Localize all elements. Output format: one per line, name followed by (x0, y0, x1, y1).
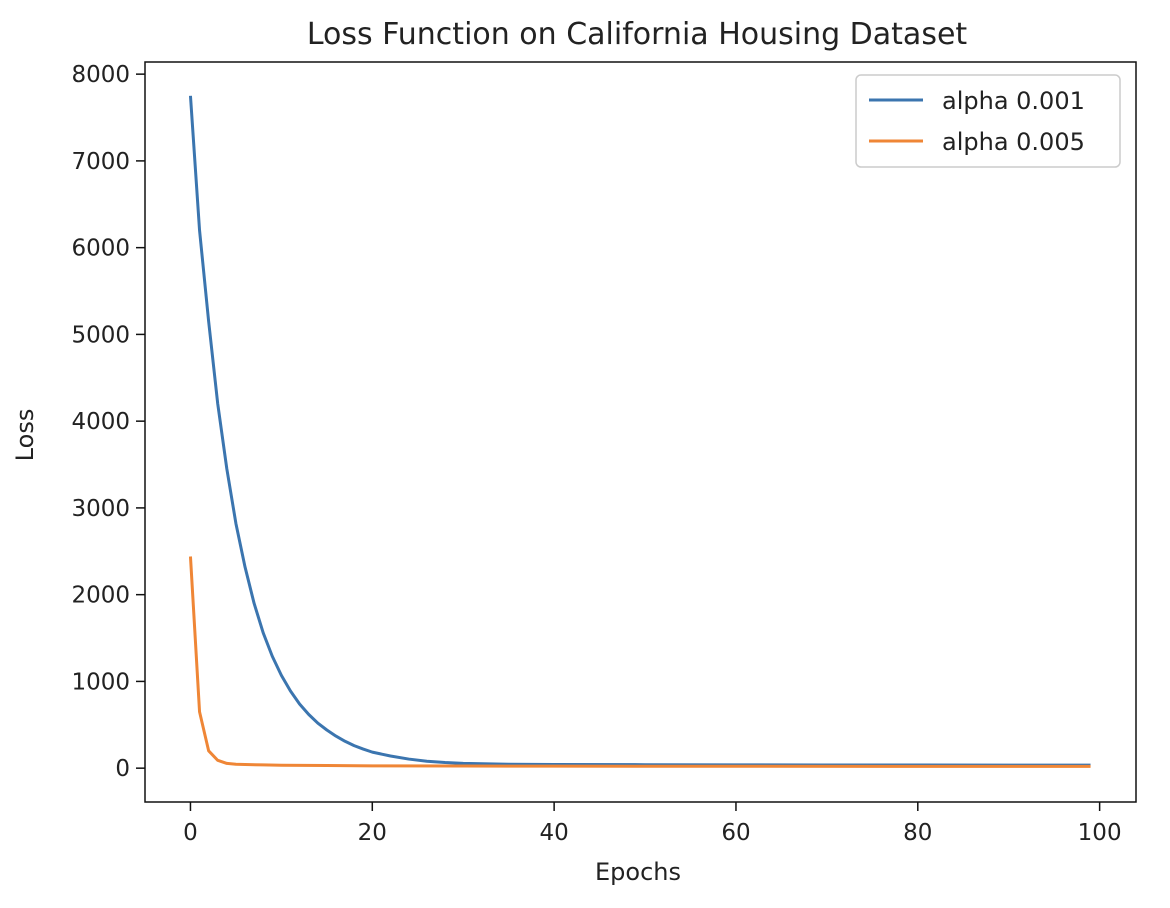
y-tick-label: 8000 (71, 62, 130, 88)
series-line-2 (188, 556, 1091, 768)
y-tick-label: 5000 (71, 322, 130, 348)
legend-label-1: alpha 0.001 (942, 87, 1085, 115)
legend-label-2: alpha 0.005 (942, 128, 1085, 156)
y-tick-label: 2000 (71, 583, 130, 609)
y-tick-label: 1000 (71, 669, 130, 695)
x-axis-label: Epochs (595, 858, 681, 886)
legend-frame (855, 74, 1121, 168)
chart-title: Loss Function on California Housing Data… (307, 17, 968, 52)
x-tick-label: 100 (1078, 820, 1122, 846)
x-tick-label: 20 (358, 820, 387, 846)
x-tick-label: 40 (539, 820, 568, 846)
plot-layer (188, 95, 1091, 768)
axes-layer: 0 20 40 60 80 1000100020003000400050006000700… (71, 61, 1137, 846)
plot-frame (144, 61, 1137, 803)
x-tick-label: 80 (903, 820, 932, 846)
legend: alpha 0.001 alpha 0.005 (855, 74, 1121, 168)
y-tick-label: 4000 (71, 409, 130, 435)
x-tick-label: 60 (721, 820, 750, 846)
series-group (188, 95, 1091, 768)
y-axis-label: Loss (11, 409, 39, 462)
y-tick-label: 0 (115, 756, 130, 782)
y-tick-label: 3000 (71, 496, 130, 522)
y-tick-label: 7000 (71, 149, 130, 175)
x-tick-label: 0 (183, 820, 198, 846)
y-tick-label: 6000 (71, 236, 130, 262)
series-line-1 (188, 95, 1091, 767)
